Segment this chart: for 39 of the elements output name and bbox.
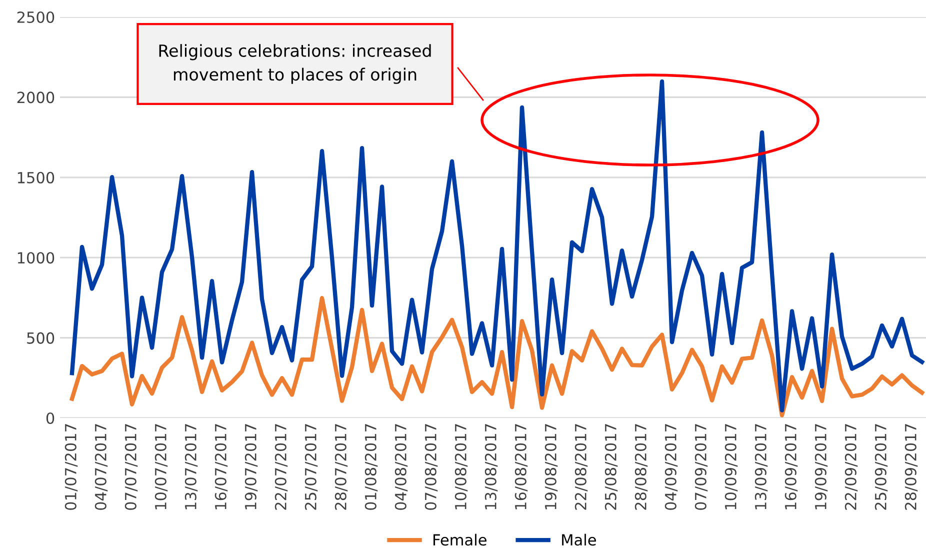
line-series (70, 296, 924, 418)
x-tick-label: 10/09/2017 (724, 424, 738, 510)
x-tick-label: 28/08/2017 (634, 424, 648, 510)
x-tick-label: 07/09/2017 (694, 424, 708, 510)
annotation: Religious celebrations: increased movement to places of origin (159, 44, 431, 84)
x-tick-label: 25/09/2017 (874, 424, 888, 510)
x-tick-label: 04/08/2017 (394, 424, 408, 510)
x-tick-label: 01/08/2017 (364, 424, 378, 510)
x-tick-label: 19/08/2017 (544, 424, 558, 510)
x-tick-label: 13/07/2017 (184, 424, 198, 510)
x-tick-label: 10/08/2017 (454, 424, 468, 510)
x-tick-label: 25/08/2017 (604, 424, 618, 510)
x-tick-label: 10/07/2017 (154, 424, 168, 510)
x-tick-label: 22/09/2017 (844, 424, 858, 510)
x-tick-label: 13/09/2017 (754, 424, 768, 510)
x-tick-label: 16/07/2017 (214, 424, 228, 510)
y-tick-label: 500 (27, 332, 54, 344)
x-tick-label: 22/08/2017 (574, 424, 588, 510)
x-tick-label: 01/07/2017 (64, 424, 78, 510)
legend-label: Female (434, 534, 486, 546)
x-tick-label: 28/09/2017 (904, 424, 918, 510)
x-tick-label: 25/07/2017 (304, 424, 318, 510)
legend-label: Male (562, 534, 596, 546)
x-tick-label: 19/07/2017 (244, 424, 258, 510)
x-tick-label: 04/09/2017 (664, 424, 678, 510)
y-tick-label: 1000 (18, 252, 54, 264)
x-tick-label: 28/07/2017 (334, 424, 348, 510)
x-tick-label: 07/08/2017 (424, 424, 438, 510)
x-tick-label: 16/08/2017 (514, 424, 528, 510)
y-tick-label: 2500 (17, 11, 54, 24)
x-tick-label: 04/07/2017 (94, 424, 108, 510)
y-tick-label: 1500 (18, 172, 54, 184)
x-tick-label: 16/09/2017 (784, 424, 798, 510)
x-tick-label: 22/07/2017 (274, 424, 288, 510)
x-tick-label: 19/09/2017 (814, 424, 828, 510)
y-tick-label: 2000 (17, 92, 54, 104)
x-tick-label: 07/07/2017 (124, 424, 138, 510)
y-tick-label: 0 (46, 412, 54, 424)
x-tick-label: 13/08/2017 (484, 424, 498, 510)
